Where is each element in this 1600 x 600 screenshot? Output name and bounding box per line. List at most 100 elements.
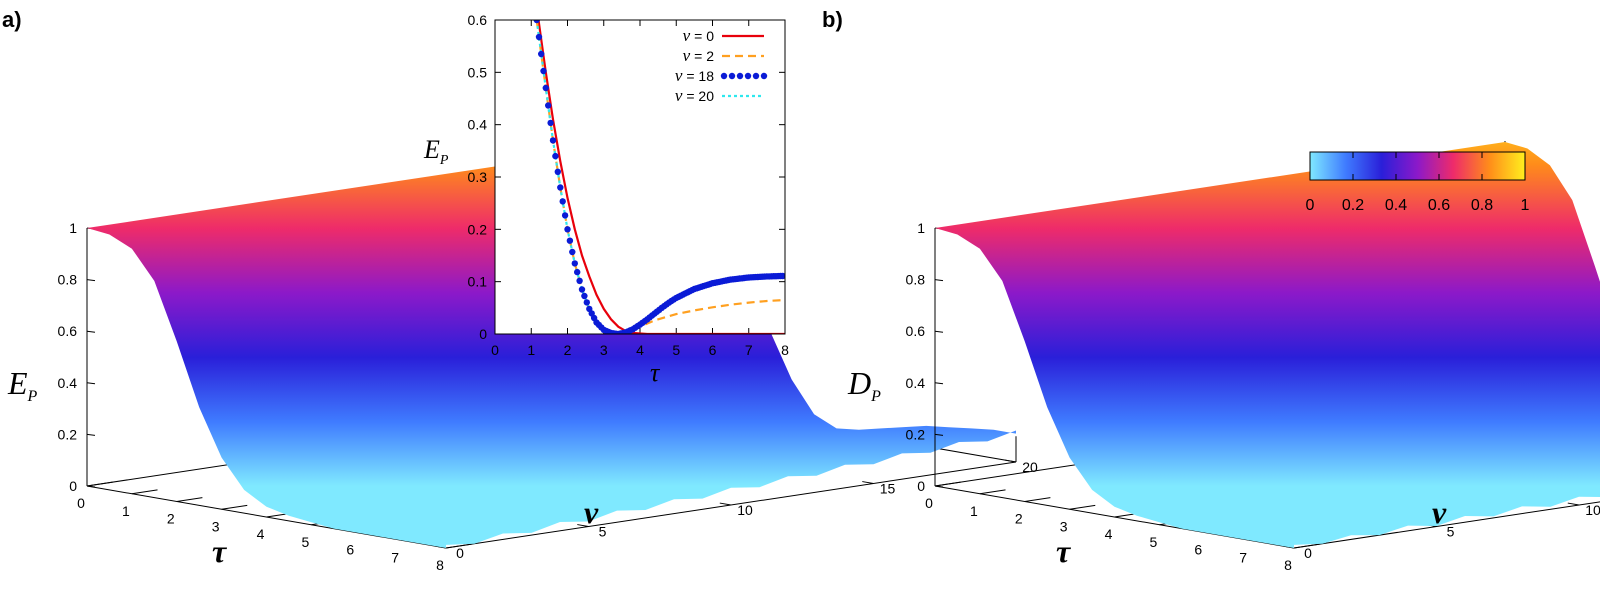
panel-a-label: a) bbox=[2, 7, 22, 32]
surface-x-tick-label: 8 bbox=[1284, 557, 1292, 573]
inset-series-18-point bbox=[547, 119, 554, 127]
surface-z-tick-label: 0.4 bbox=[58, 375, 78, 391]
inset-series-18-point bbox=[571, 260, 578, 267]
legend-swatch bbox=[744, 72, 752, 80]
surface-x-tick-label: 2 bbox=[1015, 511, 1023, 527]
surface-x-tick bbox=[1024, 497, 1051, 502]
legend-swatch bbox=[736, 72, 744, 80]
inset-legend: ν = 0ν = 2ν = 18ν = 20 bbox=[675, 26, 768, 105]
colorbar-tick-label: 0.2 bbox=[1342, 197, 1364, 214]
inset-line-chart: 0 1 2 3 4 5 6 7 800.10.20.30.40.50.6 ν = 0ν = 2ν = … bbox=[423, 12, 789, 387]
legend-value: = 2 bbox=[694, 48, 714, 64]
inset-series-18-point bbox=[581, 292, 588, 300]
legend-value: = 18 bbox=[686, 68, 714, 84]
inset-series-18-point bbox=[578, 286, 586, 293]
surface-x-tick-label: 7 bbox=[1239, 549, 1247, 565]
inset-x-tick-label: 0 bbox=[491, 342, 499, 358]
legend-value: = 20 bbox=[686, 88, 714, 104]
surface-b-xlabel: τ bbox=[1056, 533, 1072, 569]
surface-x-tick-label: 4 bbox=[1105, 526, 1113, 542]
surface-x-tick bbox=[445, 543, 472, 549]
inset-series-18-point bbox=[576, 277, 583, 284]
inset-series-18-point bbox=[535, 33, 543, 41]
surface-x-tick bbox=[176, 497, 203, 502]
surface-x-tick-label: 4 bbox=[257, 526, 265, 542]
legend-entry-label: ν = 20 bbox=[675, 86, 714, 105]
inset-x-tick-label: 2 bbox=[564, 342, 572, 358]
surface-x-tick-label: 8 bbox=[436, 557, 444, 573]
inset-ylabel: EP bbox=[423, 135, 449, 168]
inset-x-tick-label: 3 bbox=[600, 342, 608, 358]
surface-x-tick-label: 1 bbox=[970, 503, 978, 519]
legend-swatch bbox=[752, 72, 760, 80]
surface-z-tick-label: 0.4 bbox=[906, 375, 926, 391]
surface-x-tick bbox=[1293, 543, 1320, 549]
inset-y-tick-label: 0.3 bbox=[468, 169, 488, 185]
inset-ylabel-sub: P bbox=[439, 153, 449, 168]
inset-series-18-point bbox=[542, 84, 549, 92]
inset-y-tick-label: 0 bbox=[479, 326, 487, 342]
inset-ticks: 0 1 2 3 4 5 6 7 8 0 0.1 0.2 0.3 0.4 0.5 0.6 bbox=[468, 12, 790, 358]
surface-a-xlabel: τ bbox=[212, 533, 228, 569]
inset-x-tick-label: 6 bbox=[709, 342, 717, 358]
inset-series-18-point bbox=[559, 198, 566, 205]
inset-frame bbox=[494, 19, 786, 335]
surface-y-tick-label: 5 bbox=[599, 524, 607, 540]
inset-y-tick-label: 0.5 bbox=[468, 64, 488, 80]
surface-b-zlabel-main: D bbox=[847, 365, 871, 401]
surface-z-tick bbox=[86, 279, 96, 282]
colorbar-tick-label: 0.8 bbox=[1471, 197, 1493, 214]
inset-x-tick-label: 7 bbox=[745, 342, 753, 358]
surface-z-tick-label: 1 bbox=[917, 220, 925, 236]
inset-y-tick-label: 0.1 bbox=[468, 274, 488, 290]
surface-b-zlabel: DP bbox=[847, 365, 881, 405]
surface-x-tick-label: 7 bbox=[391, 549, 399, 565]
inset-series-18-point bbox=[554, 168, 561, 175]
surface-a-ylabel: ν bbox=[584, 494, 599, 530]
inset-x-tick-label: 5 bbox=[672, 342, 680, 358]
surface-z-tick bbox=[86, 330, 96, 333]
colorbar: 0 0.2 0.4 0.6 0.8 1 bbox=[1306, 151, 1530, 214]
inset-series-18-point bbox=[583, 299, 590, 306]
colorbar-tick-label: 0.4 bbox=[1385, 197, 1407, 214]
surface-x-tick-label: 3 bbox=[1060, 518, 1068, 534]
surface-x-tick-label: 6 bbox=[346, 542, 354, 558]
surface-a bbox=[87, 142, 1016, 548]
surface-z-tick-label: 0.6 bbox=[906, 323, 926, 339]
colorbar-tick-label: 0 bbox=[1306, 197, 1315, 214]
legend-var: ν bbox=[675, 86, 683, 105]
surface-x-tick-label: 5 bbox=[301, 534, 309, 550]
surface-z-tick bbox=[934, 382, 944, 385]
inset-series bbox=[533, 20, 785, 334]
inset-series-18-point bbox=[533, 20, 540, 24]
surface-x-tick-label: 0 bbox=[77, 495, 85, 511]
surface-x-tick-label: 3 bbox=[212, 518, 220, 534]
surface-z-tick-label: 0.8 bbox=[906, 272, 926, 288]
legend-var: ν bbox=[683, 46, 691, 65]
inset-series-18-point bbox=[557, 184, 564, 191]
legend-entry-label: ν = 18 bbox=[675, 66, 714, 85]
surface-y-tick bbox=[1282, 545, 1295, 549]
inset-x-tick-label: 1 bbox=[527, 342, 535, 358]
surface-z-tick-label: 0 bbox=[69, 478, 77, 494]
surface-z-tick-label: 0.2 bbox=[58, 426, 78, 442]
inset-y-tick-label: 0.6 bbox=[468, 12, 488, 28]
inset-series-18-point bbox=[566, 237, 574, 244]
surface-x-tick bbox=[979, 489, 1006, 495]
inset-ylabel-main: E bbox=[423, 135, 440, 164]
legend-entry-label: ν = 0 bbox=[683, 26, 715, 45]
surface-z-tick-label: 1 bbox=[69, 220, 77, 236]
surface-x-tick-label: 2 bbox=[167, 511, 175, 527]
inset-y-tick-label: 0.4 bbox=[468, 117, 488, 133]
surface-y-tick-label: 5 bbox=[1447, 524, 1455, 540]
colorbar-tick-label: 1 bbox=[1521, 197, 1530, 214]
inset-series-18-point bbox=[564, 226, 571, 233]
inset-series-18-point bbox=[552, 152, 559, 160]
surface-x-tick-label: 6 bbox=[1194, 542, 1202, 558]
surface-x-tick bbox=[1069, 504, 1096, 510]
surface-z-tick-label: 0.2 bbox=[906, 426, 926, 442]
inset-series-18-point bbox=[545, 102, 552, 109]
inset-x-tick-label: 8 bbox=[781, 342, 789, 358]
surface-z-tick-label: 0 bbox=[917, 478, 925, 494]
